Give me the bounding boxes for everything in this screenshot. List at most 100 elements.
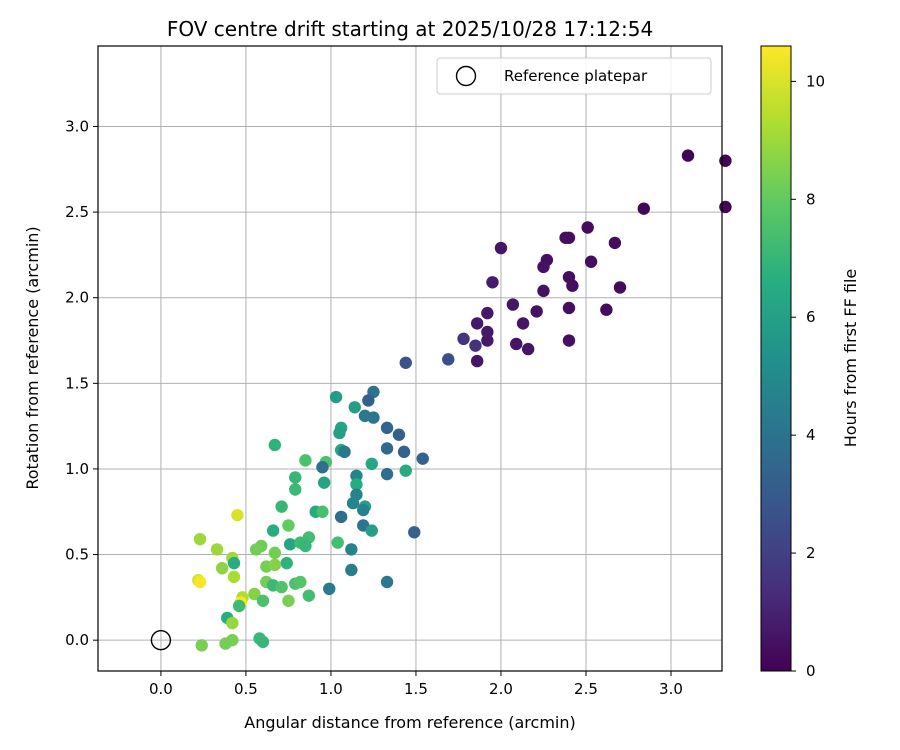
y-tick-label: 2.5 — [65, 203, 89, 221]
scatter-point — [226, 616, 239, 630]
x-tick-label: 0.0 — [149, 680, 173, 698]
scatter-point — [613, 281, 627, 294]
scatter-point — [399, 356, 412, 369]
axis-ticks: 0.0 0.5 1.0 1.5 2.0 2.5 3.0 0.0 0.5 1.0 1.5 2.0 2.5 3… — [65, 117, 683, 698]
x-tick-label: 2.0 — [489, 680, 513, 698]
scatter-point — [397, 445, 411, 459]
scatter-point — [584, 255, 598, 268]
scatter-point — [416, 452, 429, 465]
legend-box — [436, 57, 712, 95]
scatter-point — [392, 428, 406, 441]
scatter-point — [600, 303, 613, 316]
scatter-point — [227, 556, 241, 570]
scatter-point — [249, 543, 263, 556]
reference-marker-layer — [150, 629, 172, 651]
scatter-point — [681, 149, 695, 162]
scatter-point — [275, 580, 288, 594]
scatter-point — [608, 236, 622, 250]
scatter-points — [192, 149, 732, 652]
scatter-point — [510, 337, 523, 351]
scatter-point — [562, 301, 576, 315]
grid-lines — [98, 46, 722, 671]
scatter-point — [408, 526, 421, 539]
legend-label-reference: Reference platepar — [504, 67, 648, 85]
scatter-point — [562, 334, 576, 347]
scatter-point — [280, 556, 293, 570]
y-tick-label: 0.5 — [65, 546, 89, 564]
scatter-point — [232, 599, 246, 613]
scatter-point — [210, 543, 224, 556]
scatter-point — [537, 260, 550, 274]
chart-title: FOV centre drift starting at 2025/10/28 … — [167, 17, 653, 41]
colorbar-gradient — [760, 45, 792, 672]
scatter-point — [283, 538, 297, 551]
scatter-point — [215, 562, 229, 575]
legend-reference-marker — [455, 65, 477, 87]
colorbar-label: Hours from first FF file — [841, 269, 860, 448]
scatter-point — [365, 457, 378, 471]
x-tick-label: 0.5 — [234, 680, 258, 698]
scatter-point — [256, 594, 270, 607]
scatter-point — [442, 353, 455, 366]
scatter-point — [719, 200, 732, 214]
colorbar-tick-label: 8 — [806, 190, 816, 208]
colorbar-ticks: 0 2 4 6 8 10 — [791, 72, 825, 680]
scatter-point — [345, 543, 358, 556]
scatter-point — [530, 305, 543, 318]
scatter-point — [331, 536, 344, 549]
scatter-point — [317, 476, 331, 489]
scatter-point — [316, 461, 329, 474]
scatter-point — [581, 221, 594, 234]
x-axis-label: Angular distance from reference (arcmin) — [244, 713, 575, 732]
scatter-point — [299, 539, 312, 553]
y-tick-label: 1.5 — [65, 374, 89, 392]
scatter-point — [346, 496, 360, 510]
scatter-point — [380, 442, 394, 455]
scatter-point — [227, 570, 241, 584]
scatter-point — [289, 471, 302, 484]
scatter-point — [193, 575, 207, 589]
scatter-point — [457, 332, 470, 346]
scatter-point — [350, 478, 363, 491]
scatter-point — [329, 390, 343, 404]
scatter-point — [282, 519, 295, 532]
y-tick-label: 2.0 — [65, 289, 89, 307]
scatter-point — [338, 445, 351, 459]
colorbar: 0 2 4 6 8 10 Hours from first FF file — [760, 45, 860, 680]
scatter-point — [481, 306, 494, 320]
scatter-point — [282, 594, 295, 607]
scatter-point — [316, 505, 329, 518]
scatter-point — [470, 354, 484, 368]
scatter-point — [566, 279, 579, 292]
x-tick-label: 1.5 — [404, 680, 428, 698]
scatter-point — [334, 510, 348, 524]
y-tick-label: 0.0 — [65, 631, 89, 649]
y-tick-label: 1.0 — [65, 460, 89, 478]
scatter-point — [275, 500, 288, 513]
scatter-point — [521, 342, 535, 356]
scatter-point — [380, 421, 394, 435]
scatter-point — [302, 589, 316, 602]
scatter-point — [537, 284, 550, 298]
plot-frame — [97, 45, 723, 672]
x-tick-label: 2.5 — [574, 680, 598, 698]
legend: Reference platepar — [436, 57, 712, 95]
scatter-point — [333, 426, 346, 440]
x-tick-label: 3.0 — [659, 680, 683, 698]
scatter-point — [362, 394, 375, 407]
scatter-point — [350, 469, 363, 482]
scatter-point — [294, 575, 307, 589]
scatter-point — [268, 558, 282, 572]
scatter-point — [469, 339, 482, 352]
scatter-point — [289, 483, 302, 496]
scatter-point — [494, 241, 508, 255]
scatter-point — [399, 464, 412, 477]
scatter-point — [268, 546, 282, 560]
scatter-point — [481, 334, 494, 347]
scatter-point — [486, 276, 499, 289]
y-tick-label: 3.0 — [65, 117, 89, 135]
scatter-point — [506, 298, 520, 311]
scatter-point — [219, 637, 232, 650]
scatter-point — [348, 401, 361, 414]
